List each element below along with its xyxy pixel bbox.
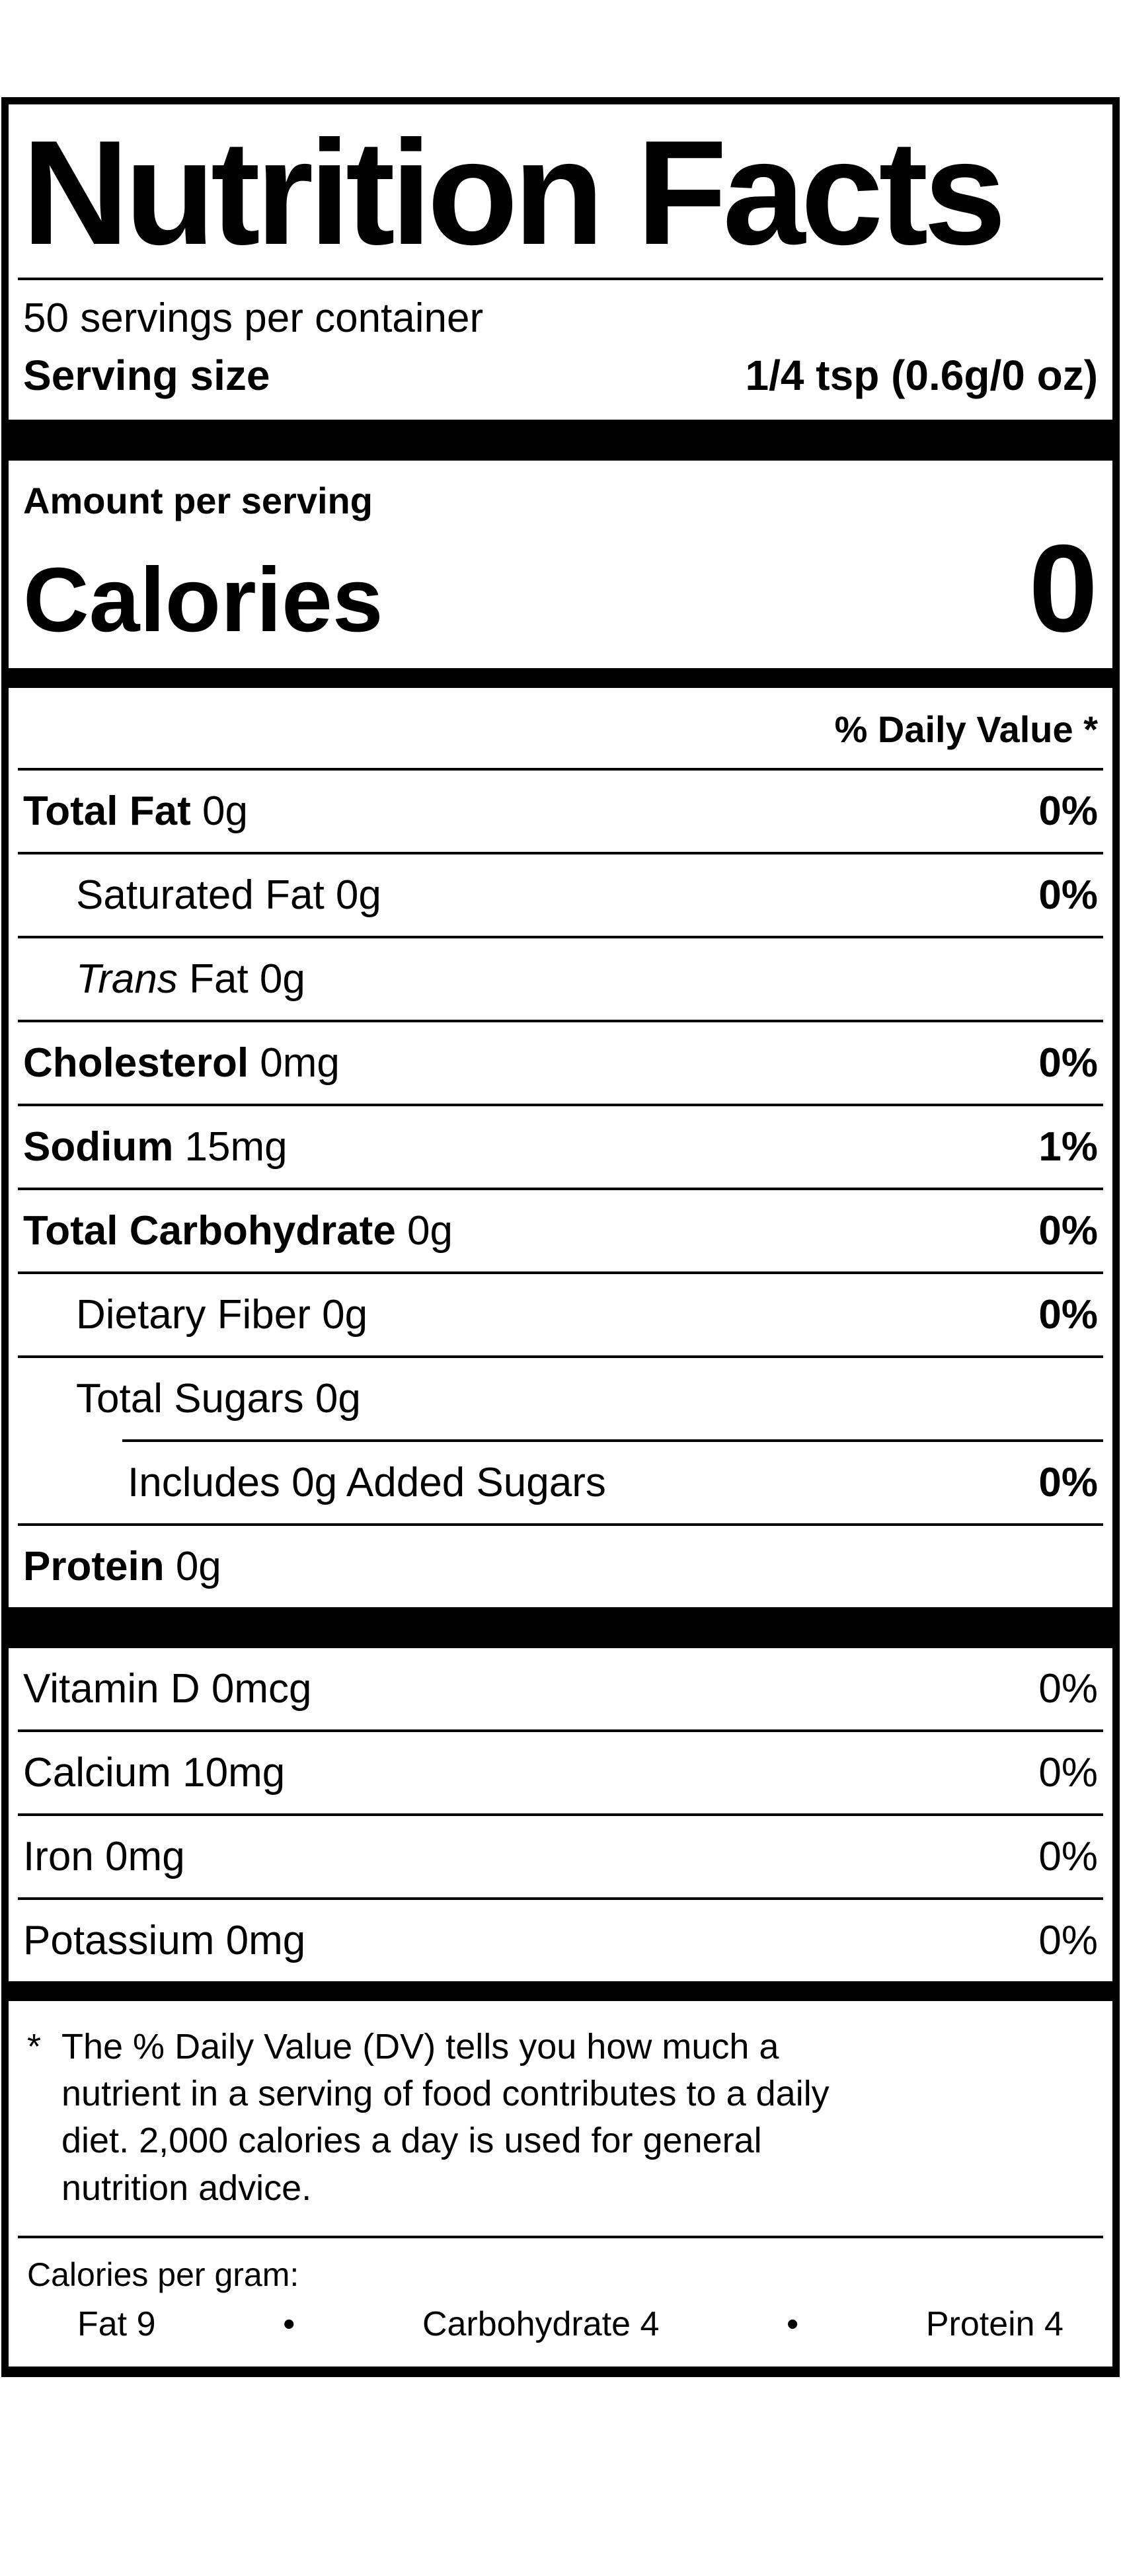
nutrient-name: Cholesterol xyxy=(23,1040,249,1086)
calories-value: 0 xyxy=(1028,519,1098,658)
vitamin-name: Vitamin D 0mcg xyxy=(23,1665,312,1712)
nutrient-row-saturated-fat: Saturated Fat 0g 0% xyxy=(18,851,1103,936)
nutrient-row-total-carbohydrate: Total Carbohydrate 0g 0% xyxy=(18,1187,1103,1271)
daily-value-footnote: * The % Daily Value (DV) tells you how m… xyxy=(18,2001,1103,2236)
nutrient-name-italic: Trans xyxy=(76,956,178,1002)
nutrient-dv-percent: 0% xyxy=(1038,1291,1098,1338)
amount-per-serving: Amount per serving xyxy=(23,480,373,521)
nutrient-dv-percent: 0% xyxy=(1038,872,1098,918)
cpg-protein: Protein 4 xyxy=(925,2304,1063,2343)
nutrient-name: Total Carbohydrate xyxy=(23,1207,396,1254)
thick-separator-bar xyxy=(9,1607,1112,1648)
nutrient-name: Saturated Fat 0g xyxy=(76,872,381,918)
medium-separator-bar xyxy=(9,1981,1112,2001)
nutrient-amount: Fat 0g xyxy=(177,956,305,1002)
nutrient-name: Dietary Fiber 0g xyxy=(76,1291,368,1338)
indented-divider xyxy=(122,1439,1103,1442)
thick-separator-bar xyxy=(9,420,1112,461)
vitamin-name: Calcium 10mg xyxy=(23,1749,286,1796)
nutrient-amount: 0g xyxy=(395,1207,453,1254)
nutrient-dv-percent: 0% xyxy=(1038,1040,1098,1086)
nutrient-dv-percent: 0% xyxy=(1038,1207,1098,1254)
vitamin-dv-percent: 0% xyxy=(1038,1917,1098,1963)
nutrient-amount: 0mg xyxy=(249,1040,340,1086)
divider xyxy=(18,2235,1103,2238)
vitamin-dv-percent: 0% xyxy=(1038,1665,1098,1712)
vitamin-row-vitamin-d: Vitamin D 0mcg 0% xyxy=(18,1648,1103,1729)
nutrient-row-sodium: Sodium 15mg 1% xyxy=(18,1103,1103,1188)
serving-size-value: 1/4 tsp (0.6g/0 oz) xyxy=(745,352,1098,399)
nutrient-dv-percent: 0% xyxy=(1038,1459,1098,1505)
nutrient-name: Protein xyxy=(23,1543,165,1589)
footnote-text: The % Daily Value (DV) tells you how muc… xyxy=(61,2026,830,2208)
calories-per-gram-title: Calories per gram: xyxy=(27,2255,299,2293)
vitamin-row-calcium: Calcium 10mg 0% xyxy=(18,1729,1103,1813)
nutrient-amount: 0g xyxy=(190,788,248,834)
nutrient-row-dietary-fiber: Dietary Fiber 0g 0% xyxy=(18,1271,1103,1355)
cpg-carbohydrate: Carbohydrate 4 xyxy=(422,2304,660,2343)
servings-per-container: 50 servings per container xyxy=(23,295,484,341)
vitamin-dv-percent: 0% xyxy=(1038,1833,1098,1879)
nutrient-dv-percent: 1% xyxy=(1038,1123,1098,1170)
serving-size-label: Serving size xyxy=(23,352,270,399)
divider xyxy=(18,278,1103,280)
nutrient-name: Sodium xyxy=(23,1123,174,1170)
nutrition-facts-label: Nutrition Facts 50 servings per containe… xyxy=(1,97,1120,2377)
calories-row: Calories 0 xyxy=(18,522,1103,668)
vitamin-row-potassium: Potassium 0mg 0% xyxy=(18,1897,1103,1981)
cpg-fat: Fat 9 xyxy=(77,2304,156,2343)
nutrient-row-total-sugars: Total Sugars 0g xyxy=(18,1355,1103,1439)
nutrient-name: Total Sugars 0g xyxy=(76,1375,361,1421)
vitamin-name: Potassium 0mg xyxy=(23,1917,306,1963)
nutrient-row-cholesterol: Cholesterol 0mg 0% xyxy=(18,1019,1103,1104)
serving-size-row: Serving size 1/4 tsp (0.6g/0 oz) xyxy=(18,344,1103,420)
bullet-separator: • xyxy=(787,2304,799,2343)
daily-value-header: % Daily Value * xyxy=(834,708,1098,750)
nutrient-row-trans-fat: Trans Fat 0g xyxy=(18,935,1103,1020)
calories-label: Calories xyxy=(23,549,383,651)
calories-per-gram-row: Fat 9 • Carbohydrate 4 • Protein 4 xyxy=(18,2294,1103,2367)
vitamin-name: Iron 0mg xyxy=(23,1833,185,1879)
nutrient-amount: 0g xyxy=(164,1543,221,1589)
label-title: Nutrition Facts xyxy=(22,109,1007,276)
nutrient-dv-percent: 0% xyxy=(1038,788,1098,834)
nutrient-row-added-sugars: Includes 0g Added Sugars 0% xyxy=(18,1442,1103,1523)
nutrient-row-total-fat: Total Fat 0g 0% xyxy=(18,767,1103,852)
nutrient-amount: 15mg xyxy=(173,1123,288,1170)
vitamin-row-iron: Iron 0mg 0% xyxy=(18,1813,1103,1897)
nutrient-name: Total Fat xyxy=(23,788,191,834)
nutrient-row-protein: Protein 0g xyxy=(18,1523,1103,1607)
nutrient-name: Includes 0g Added Sugars xyxy=(128,1459,606,1505)
medium-separator-bar xyxy=(9,667,1112,688)
footnote-asterisk: * xyxy=(27,2026,42,2066)
vitamin-dv-percent: 0% xyxy=(1038,1749,1098,1796)
bullet-separator: • xyxy=(283,2304,295,2343)
